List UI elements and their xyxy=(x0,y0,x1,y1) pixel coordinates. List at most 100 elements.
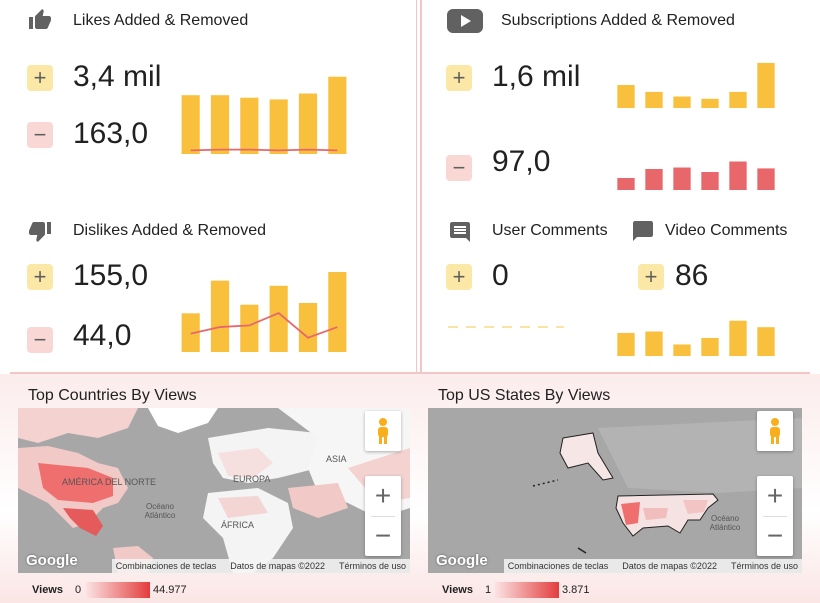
dislikes-added-bar xyxy=(210,280,230,352)
zoom-controls: + − xyxy=(757,476,793,556)
map-attribution: Combinaciones de teclas Datos de mapas ©… xyxy=(111,559,410,573)
countries-legend-max: 44.977 xyxy=(153,584,187,596)
subscriptions-removed-bar xyxy=(701,172,719,190)
likes-added-bar xyxy=(181,95,200,154)
countries-legend-min: 0 xyxy=(75,584,82,596)
map-label-ocean: Océano Atlántico xyxy=(709,514,741,532)
minus-icon: − xyxy=(446,155,472,181)
map-label-north-america: AMÉRICA DEL NORTE xyxy=(62,477,157,487)
subscriptions-added-bar xyxy=(757,62,775,108)
likes-sparkline-chart xyxy=(181,76,347,154)
comment-icon xyxy=(448,220,472,244)
dislikes-added-value: 155,0 xyxy=(73,259,149,292)
states-legend-min: 1 xyxy=(485,584,492,596)
pegman-icon[interactable] xyxy=(757,411,793,451)
video-comments-bar xyxy=(617,332,635,356)
map-attribution: Combinaciones de teclas Datos de mapas ©… xyxy=(503,559,802,573)
thumb-up-icon xyxy=(28,8,52,32)
subscriptions-added-value: 1,6 mil xyxy=(492,60,581,93)
dislikes-removed-value: 44,0 xyxy=(73,319,132,352)
youtube-icon xyxy=(446,8,484,34)
subscriptions-added-bar xyxy=(645,91,663,108)
countries-legend-label: Views xyxy=(32,584,63,596)
google-logo: Google xyxy=(436,552,488,569)
states-legend-label: Views xyxy=(442,584,473,596)
subscriptions-added-bar xyxy=(729,91,747,108)
plus-icon: + xyxy=(446,65,472,91)
user-comments-title: User Comments xyxy=(492,222,608,239)
plus-icon: + xyxy=(446,264,472,290)
video-comments-bar xyxy=(701,338,719,356)
video-comments-title: Video Comments xyxy=(665,222,788,239)
map-label-europe: EUROPA xyxy=(233,474,271,484)
horizontal-divider xyxy=(10,372,810,374)
video-comments-value: 86 xyxy=(675,259,709,292)
states-map-title: Top US States By Views xyxy=(438,387,611,404)
subscriptions-removed-bar xyxy=(729,161,747,190)
countries-legend-gradient xyxy=(86,582,150,598)
thumb-down-icon xyxy=(28,219,52,243)
plus-icon: + xyxy=(27,264,53,290)
terms-link[interactable]: Términos de uso xyxy=(338,561,406,571)
likes-added-bar xyxy=(328,76,347,154)
likes-added-value: 3,4 mil xyxy=(73,60,162,93)
video-comments-bar xyxy=(729,320,747,356)
subscriptions-added-bar xyxy=(673,96,691,108)
minus-icon: − xyxy=(27,122,53,148)
map-label-asia: ASIA xyxy=(326,454,347,464)
plus-icon: + xyxy=(27,65,53,91)
user-comments-empty-chart xyxy=(448,326,564,328)
dislikes-sparkline-chart xyxy=(181,272,347,352)
countries-map[interactable]: AMÉRICA DEL NORTE EUROPA ASIA ÁFRICA Océ… xyxy=(18,408,410,573)
states-legend-max: 3.871 xyxy=(562,584,590,596)
vertical-divider-2 xyxy=(420,0,422,372)
likes-added-bar xyxy=(210,95,230,154)
subscriptions-added-bar xyxy=(617,85,635,108)
keyboard-shortcuts-link[interactable]: Combinaciones de teclas xyxy=(507,561,609,571)
map-data-text: Datos de mapas ©2022 xyxy=(622,561,717,571)
zoom-out-button[interactable]: − xyxy=(374,520,392,551)
subscriptions-added-chart xyxy=(617,62,775,108)
minus-icon: − xyxy=(27,327,53,353)
plus-icon: + xyxy=(638,264,664,290)
map-label-africa: ÁFRICA xyxy=(221,520,255,530)
user-comments-value: 0 xyxy=(492,259,509,292)
vertical-divider xyxy=(416,0,417,372)
zoom-out-button[interactable]: − xyxy=(766,520,784,551)
dislikes-added-bar xyxy=(240,304,259,352)
countries-map-title: Top Countries By Views xyxy=(28,387,197,404)
subscriptions-removed-chart xyxy=(617,161,775,190)
subscriptions-removed-value: 97,0 xyxy=(492,145,551,178)
subscriptions-removed-bar xyxy=(617,178,635,190)
subscriptions-removed-bar xyxy=(645,169,663,190)
dislikes-added-bar xyxy=(328,272,347,352)
video-comments-bar xyxy=(645,331,663,356)
zoom-divider xyxy=(763,516,787,517)
subscriptions-removed-bar xyxy=(757,168,775,190)
dislikes-added-bar xyxy=(269,285,288,352)
pegman-icon[interactable] xyxy=(365,411,401,451)
dislikes-added-bar xyxy=(181,313,200,352)
terms-link[interactable]: Términos de uso xyxy=(730,561,798,571)
keyboard-shortcuts-link[interactable]: Combinaciones de teclas xyxy=(115,561,217,571)
world-map-shapes xyxy=(18,408,410,573)
zoom-in-button[interactable]: + xyxy=(766,480,784,511)
video-comments-bar xyxy=(757,327,775,356)
video-comments-bar xyxy=(673,344,691,356)
subscriptions-title: Subscriptions Added & Removed xyxy=(501,12,735,29)
states-map[interactable]: Océano Atlántico + − Google Combinacione… xyxy=(428,408,802,573)
zoom-divider xyxy=(371,516,395,517)
subscriptions-removed-bar xyxy=(673,167,691,190)
us-map-shapes xyxy=(428,408,802,573)
subscriptions-added-bar xyxy=(701,98,719,108)
likes-removed-line xyxy=(190,148,338,152)
video-comments-chart xyxy=(617,320,775,356)
likes-removed-value: 163,0 xyxy=(73,117,149,150)
map-label-ocean: Océano Atlántico xyxy=(144,502,176,520)
zoom-in-button[interactable]: + xyxy=(374,480,392,511)
google-logo: Google xyxy=(26,552,78,569)
chat-bubble-icon xyxy=(631,219,655,243)
zoom-controls: + − xyxy=(365,476,401,556)
likes-added-bar xyxy=(298,93,318,154)
map-data-text: Datos de mapas ©2022 xyxy=(230,561,325,571)
